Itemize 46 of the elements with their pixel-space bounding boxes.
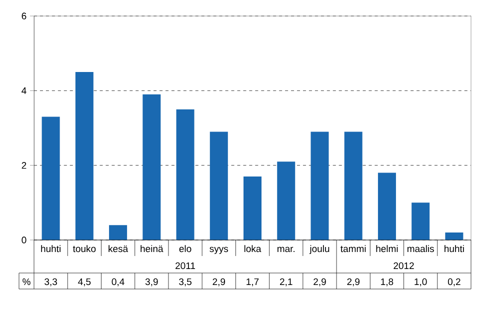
bar	[445, 232, 464, 240]
x-tick-label: elo	[179, 245, 192, 252]
data-label: 4,5	[78, 278, 91, 286]
data-label: 3,9	[145, 278, 158, 286]
x-tick-label: tammi	[340, 245, 366, 252]
x-tick-label: syys	[210, 246, 228, 254]
bar	[109, 225, 128, 240]
bar	[412, 202, 430, 240]
bar	[277, 162, 296, 240]
data-label: 1,0	[414, 278, 427, 286]
x-tick-label: maalis	[407, 245, 434, 252]
bar	[176, 109, 194, 240]
y-tick-label: 4	[22, 87, 26, 94]
y-tick-label: 2	[22, 162, 26, 169]
y-tick-label: 0	[22, 236, 26, 244]
y-tick-label: 6	[22, 12, 26, 20]
data-label: 0,2	[448, 278, 460, 286]
data-label: 1,7	[246, 278, 259, 286]
data-label: 3,5	[179, 278, 192, 286]
data-label: 1,8	[381, 278, 394, 286]
text: 2011	[176, 262, 196, 270]
text: 2012	[394, 262, 414, 270]
bar	[142, 94, 161, 240]
bar	[378, 172, 396, 240]
x-tick-label: helmi	[376, 245, 398, 252]
bar	[244, 176, 262, 240]
bar	[210, 132, 228, 240]
x-tick-label: loka	[244, 245, 262, 252]
x-tick-label: joulu	[309, 245, 330, 254]
data-label: 3,3	[44, 278, 57, 286]
x-tick-label: huhti	[41, 245, 60, 252]
bar	[75, 72, 94, 240]
x-tick-label: huhti	[444, 245, 464, 252]
text: %	[22, 278, 30, 286]
data-label: 0,4	[112, 278, 124, 286]
bar	[310, 132, 329, 240]
bar	[42, 116, 60, 240]
x-tick-label: heinä	[140, 245, 164, 252]
x-tick-label: touko	[72, 245, 96, 252]
bar	[344, 132, 362, 240]
x-tick-label: mar.	[278, 246, 294, 252]
data-label: 2,1	[280, 278, 292, 286]
data-label: 2,9	[314, 278, 326, 286]
data-label: 2,9	[347, 278, 360, 286]
data-label: 2,9	[212, 278, 226, 286]
x-tick-label: kesä	[108, 245, 128, 252]
